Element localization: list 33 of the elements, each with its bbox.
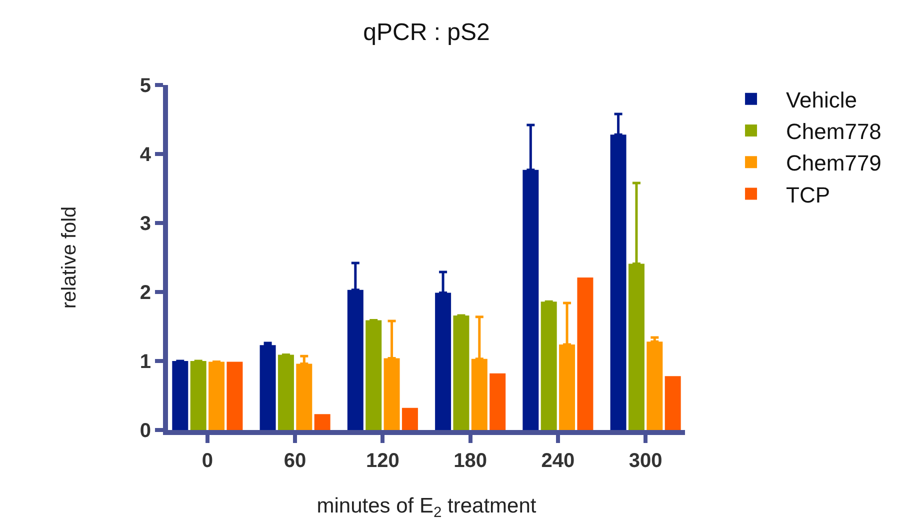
y-axis-title: relative fold (58, 206, 80, 309)
y-tick-label: 2 (140, 282, 151, 304)
y-tick-label: 3 (140, 213, 151, 235)
bar (208, 362, 225, 430)
y-tick-label: 1 (140, 351, 151, 373)
x-tick-label: 180 (454, 450, 487, 472)
bar (366, 320, 382, 430)
chart-title: qPCR : pS2 (363, 19, 490, 46)
bar (402, 408, 418, 430)
bar (172, 361, 188, 430)
bar (190, 361, 206, 430)
x-tick-label: 60 (284, 450, 306, 472)
bar (260, 345, 276, 430)
bar (490, 373, 506, 430)
x-axis-title: minutes of E$_{2}$ treatment (316, 494, 536, 521)
legend-label: Chem779 (786, 150, 882, 176)
x-tick-label: 120 (366, 450, 400, 472)
legend-label: Vehicle (786, 87, 857, 112)
x-tick-label: 300 (628, 450, 662, 472)
bar (453, 315, 470, 430)
bar (540, 302, 557, 430)
legend-label: Chem778 (786, 119, 882, 144)
x-tick-label: 240 (541, 450, 575, 472)
x-tick-label: 0 (202, 450, 213, 472)
bar (314, 414, 330, 430)
y-tick-label: 5 (140, 75, 151, 97)
legend-label: TCP (786, 182, 830, 208)
y-tick-label: 0 (140, 420, 151, 442)
bar (278, 354, 294, 430)
bar (226, 362, 243, 430)
bar (664, 376, 681, 430)
y-tick-label: 4 (140, 144, 152, 166)
bar (577, 278, 594, 430)
